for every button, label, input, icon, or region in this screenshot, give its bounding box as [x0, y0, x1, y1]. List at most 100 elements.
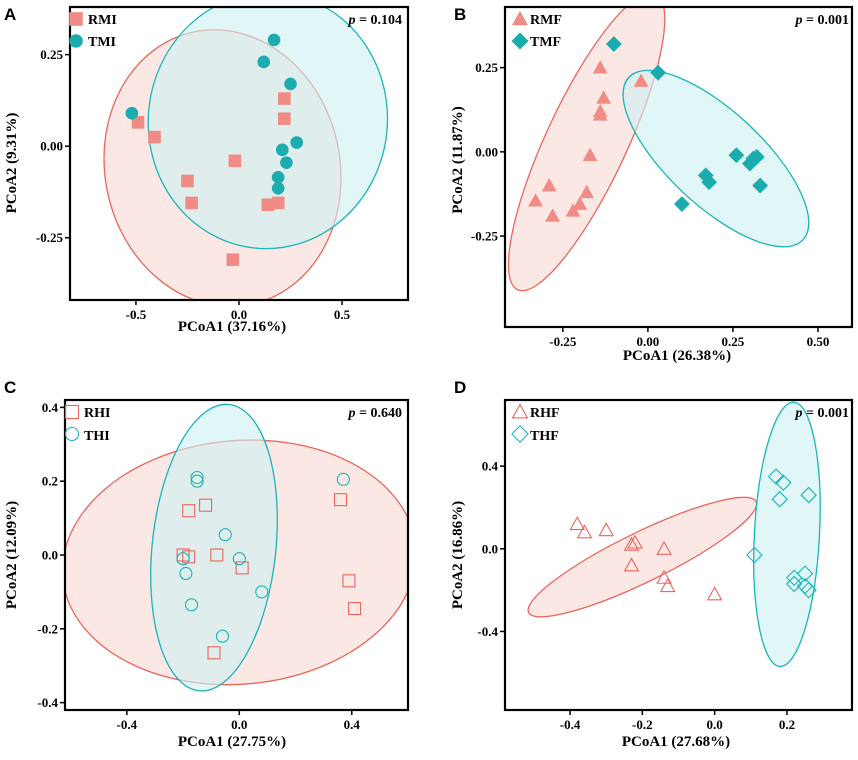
point-rhf-6	[623, 557, 640, 572]
point-thi-0	[190, 470, 204, 485]
panel-letter-a: A	[4, 5, 16, 24]
y-axis-label-b: PCoA2 (11.87%)	[450, 106, 466, 214]
point-thi-7	[184, 598, 199, 612]
y-tick-label-a: -0.25	[36, 230, 64, 245]
legend-marker-tmi	[69, 34, 83, 48]
point-tmi-6	[290, 136, 304, 149]
point-rhf-2	[598, 522, 615, 537]
y-tick-label-c: 0.0	[42, 548, 58, 563]
ellipse-thf	[753, 401, 821, 668]
point-rhf-4	[627, 534, 643, 549]
point-tmi-0	[125, 106, 139, 120]
legend-label-tmi: TMI	[88, 35, 116, 50]
y-tick-label-b: -0.25	[471, 229, 499, 244]
point-thi-1	[190, 474, 204, 488]
x-axis-label-c: PCoA1 (27.75%)	[178, 734, 286, 750]
y-axis-label-a: PCoA2 (9.31%)	[4, 113, 20, 214]
panel-c: C -0.4 0.0 0.4 -0.4 -0.2 0.0 0.2 0.4 RHI THI p …	[4, 378, 410, 750]
point-rmf-2	[596, 90, 612, 104]
point-rmf-9	[541, 178, 557, 192]
point-rmf-11	[545, 208, 561, 222]
x-tick-label-b: 0.50	[807, 334, 830, 349]
x-axis-label-d: PCoA1 (27.68%)	[622, 734, 730, 750]
point-rhf-8	[659, 577, 676, 593]
point-rhi-6	[207, 646, 221, 660]
x-tick-label-d: 0.2	[779, 717, 795, 732]
x-tick-label-b: 0.00	[637, 334, 660, 349]
legend-label-rhi: RHI	[84, 406, 110, 421]
point-thi-2	[176, 552, 190, 566]
x-tick-label-a: -0.5	[126, 307, 147, 322]
x-tick-label-a: 0.0	[231, 307, 247, 322]
point-rhi-3	[182, 550, 196, 564]
y-tick-label-c: -0.4	[37, 695, 58, 710]
point-rmi-5	[226, 253, 240, 267]
point-rmf-7	[572, 196, 588, 210]
x-tick-label-a: 0.5	[334, 307, 351, 322]
point-rhi-8	[342, 574, 356, 588]
point-thf-3	[771, 490, 788, 508]
legend-label-thi: THI	[84, 429, 110, 444]
ellipse-tmf	[622, 69, 810, 248]
point-rmi-0	[131, 116, 145, 129]
point-rmi-7	[271, 196, 285, 210]
point-rmi-9	[278, 92, 291, 105]
point-thf-0	[767, 468, 785, 485]
point-rmi-3	[185, 196, 198, 210]
point-rhf-1	[576, 524, 593, 539]
plot-content-d	[527, 401, 821, 668]
legend-label-tmf: TMF	[530, 35, 561, 50]
point-rmf-10	[528, 193, 544, 207]
x-tick-label-d: -0.2	[632, 717, 653, 732]
plot-area-d: -0.4 -0.2 0.0 0.2 -0.4 0.0 0.4	[477, 398, 854, 732]
x-axis-label-b: PCoA1 (26.38%)	[623, 348, 731, 364]
y-tick-label-b: 0.00	[475, 144, 498, 159]
legend-marker-tmf	[511, 32, 529, 50]
point-tmf-9	[673, 196, 690, 212]
point-tmf-0	[605, 36, 622, 52]
point-rhf-7	[656, 569, 672, 584]
y-tick-label-c: -0.2	[37, 621, 58, 636]
p-value-b: p = 0.001	[795, 13, 849, 28]
point-rmf-6	[579, 184, 595, 199]
point-rhi-5	[235, 561, 249, 575]
point-thi-4	[218, 528, 232, 542]
plot-content-c	[65, 403, 408, 692]
legend-marker-thf	[511, 425, 529, 443]
p-value-a: p = 0.104	[348, 13, 402, 28]
point-tmi-7	[271, 171, 285, 184]
y-tick-label-a: 0.25	[40, 47, 63, 62]
point-tmf-8	[752, 177, 769, 194]
point-rhf-0	[569, 515, 586, 531]
y-tick-label-c: 0.4	[42, 400, 59, 415]
point-tmf-2	[728, 147, 745, 164]
point-thi-6	[255, 585, 269, 599]
y-tick-label-c: 0.2	[42, 474, 58, 489]
y-axis-label-d: PCoA2 (16.86%)	[450, 501, 466, 609]
point-thi-3	[179, 566, 193, 581]
ellipse-thi	[150, 403, 278, 692]
point-rhi-4	[210, 548, 224, 562]
legend-marker-thi	[64, 426, 80, 442]
point-tmi-5	[280, 156, 293, 169]
plot-frame-d	[503, 398, 854, 712]
point-tmf-5	[742, 155, 758, 172]
point-rhf-5	[656, 540, 672, 555]
panel-letter-b: B	[454, 5, 466, 24]
point-rhi-9	[348, 601, 362, 616]
y-axis-label-c: PCoA2 (12.09%)	[4, 501, 20, 609]
y-tick-label-d: -0.4	[477, 624, 498, 639]
x-tick-label-c: 0.4	[344, 717, 361, 732]
x-tick-label-b: 0.25	[722, 334, 745, 349]
legend-label-rhf: RHF	[530, 406, 560, 421]
x-tick-label-c: -0.4	[117, 717, 138, 732]
legend-label-thf: THF	[530, 429, 559, 444]
point-rmf-1	[592, 60, 608, 74]
x-tick-label-d: 0.0	[707, 717, 723, 732]
x-axis-label-a: PCoA1 (37.16%)	[178, 319, 286, 335]
point-thf-4	[746, 546, 763, 564]
point-tmi-3	[284, 77, 297, 91]
point-tmi-4	[275, 143, 289, 157]
point-tmf-7	[701, 174, 718, 191]
legend-label-rmf: RMF	[530, 13, 562, 28]
